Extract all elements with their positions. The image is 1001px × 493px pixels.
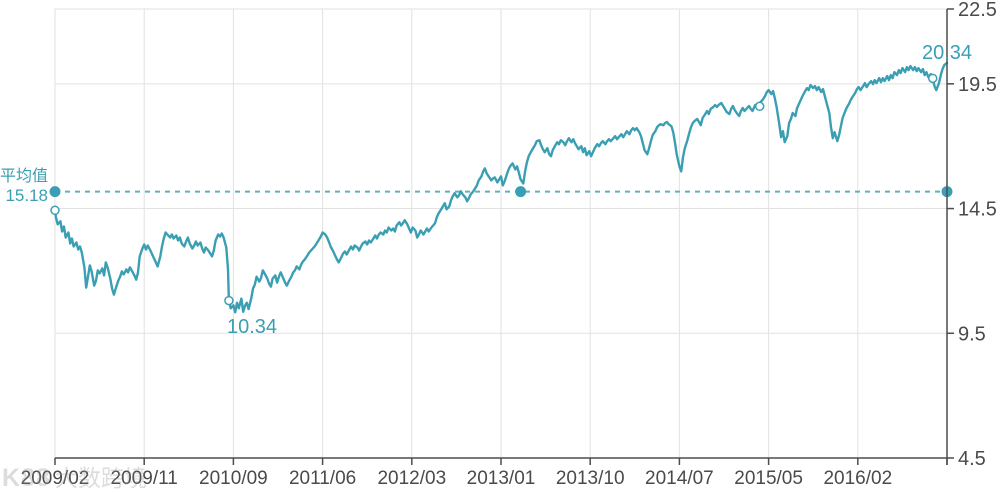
average-value: 15.18 xyxy=(5,186,48,206)
average-label: 平均值 xyxy=(0,168,49,185)
y-tick-label: 22.5 xyxy=(958,0,997,21)
data-point-marker xyxy=(224,295,234,306)
x-tick-label: 2015/05 xyxy=(734,468,803,489)
x-tick-label: 2013/01 xyxy=(467,468,536,489)
average-point-marker xyxy=(515,186,527,198)
x-tick-label: 2012/03 xyxy=(377,468,446,489)
min-value-annotation: 10.34 xyxy=(226,316,278,338)
x-tick-label: 2010/09 xyxy=(199,468,268,489)
y-tick-label: 4.5 xyxy=(958,448,986,470)
x-tick-label: 2009/02 xyxy=(21,468,90,489)
data-point-marker xyxy=(754,101,765,112)
y-tick-label: 19.5 xyxy=(958,74,997,96)
x-tick-label: 2009/11 xyxy=(111,468,178,489)
watermark-logo: K88 xyxy=(2,464,51,492)
x-tick-label: 2013/10 xyxy=(556,468,625,489)
data-point-marker xyxy=(927,73,938,84)
last-value-annotation: 20.34 xyxy=(921,42,973,64)
y-tick-label: 9.5 xyxy=(958,323,986,345)
x-tick-label: 2011/06 xyxy=(289,468,356,489)
x-tick-label: 2014/07 xyxy=(645,468,714,489)
watermark-text: 大数跨境 xyxy=(54,465,147,491)
x-tick-label: 2016/02 xyxy=(823,468,892,489)
y-tick-label: 14.5 xyxy=(958,199,997,221)
average-annotation: 平均值 15.18 xyxy=(0,168,48,206)
series-line xyxy=(53,61,949,314)
watermark: K88 大数跨境 xyxy=(2,459,147,493)
average-point-marker xyxy=(49,186,61,198)
data-point-marker xyxy=(50,205,60,216)
